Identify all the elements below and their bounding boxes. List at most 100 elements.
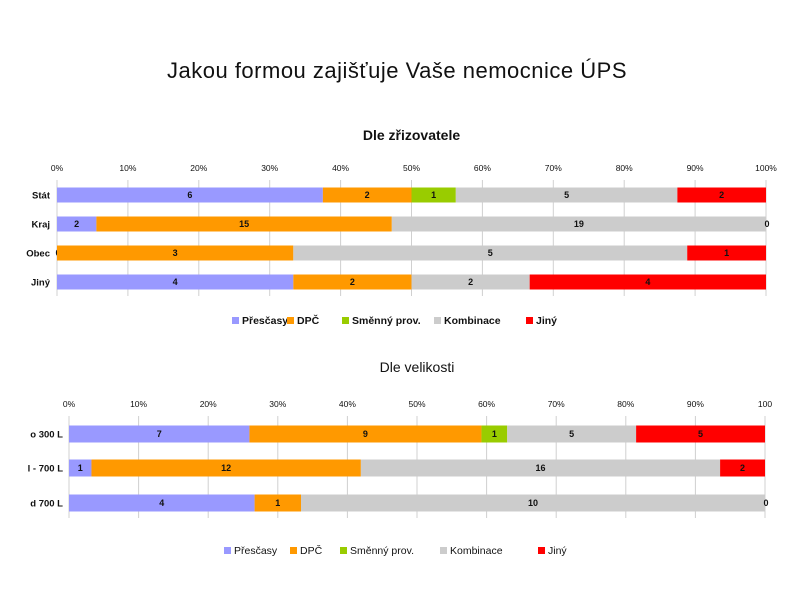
x-tick-label: 80% <box>616 163 633 173</box>
stacked-bar-chart-1: Dle zřizovatele 0% 10% 20% 30% 40% 50% 60% 70% 80… <box>26 127 777 327</box>
x-tick-label: 90% <box>687 163 704 173</box>
chart-title: Dle velikosti <box>380 359 455 375</box>
x-tick-label: 50% <box>403 163 420 173</box>
bar-segment <box>57 274 294 290</box>
legend-item: Směnný prov. <box>340 545 414 557</box>
category-label: d 700 L <box>30 499 63 510</box>
category-label: o 300 L <box>30 430 63 441</box>
x-tick-label: 0% <box>63 399 76 409</box>
bar-segment <box>360 459 721 477</box>
data-label: 0 <box>764 219 769 229</box>
bar-segment <box>57 187 323 203</box>
bar-segment <box>249 425 482 443</box>
legend-label: Kombinace <box>444 315 501 327</box>
legend-label: DPČ <box>300 544 323 557</box>
legend-item: Přesčasy <box>232 315 288 327</box>
legend-swatch <box>434 317 441 324</box>
bar-segment <box>57 216 97 232</box>
legend-swatch <box>290 547 297 554</box>
bar-segment <box>57 245 294 261</box>
x-tick-label: 60% <box>474 163 491 173</box>
data-label: 4 <box>645 277 650 287</box>
legend-label: DPČ <box>297 314 320 327</box>
legend-item: Přesčasy <box>224 545 278 557</box>
bar-segment <box>481 425 508 443</box>
data-label: 9 <box>363 429 368 439</box>
x-tick-label: 70% <box>545 163 562 173</box>
x-tick-label: 20% <box>190 163 207 173</box>
category-label: Obec <box>26 249 50 260</box>
data-label: 5 <box>488 248 493 258</box>
legend-label: Směnný prov. <box>352 315 421 327</box>
legend-label: Přesčasy <box>234 545 278 557</box>
legend-label: Směnný prov. <box>350 545 414 557</box>
data-label: 1 <box>492 429 497 439</box>
data-label: 12 <box>221 463 231 473</box>
legend-label: Kombinace <box>450 545 503 557</box>
data-label: 19 <box>574 219 584 229</box>
bar-segment <box>96 216 392 232</box>
x-tick-label: 30% <box>269 399 286 409</box>
legend-item: DPČ <box>287 314 320 327</box>
data-label: 16 <box>535 463 545 473</box>
category-label: l - 700 L <box>28 464 64 475</box>
legend-item: Kombinace <box>440 545 503 557</box>
data-label: 6 <box>187 190 192 200</box>
legend-swatch <box>342 317 349 324</box>
x-tick-label: 80% <box>617 399 634 409</box>
bar-segment <box>293 245 688 261</box>
legend-item: Směnný prov. <box>342 315 421 327</box>
data-label: 3 <box>173 248 178 258</box>
data-label: 2 <box>365 190 370 200</box>
x-tick-label: 50% <box>408 399 425 409</box>
bar-segment <box>254 494 301 512</box>
bar-segment <box>69 494 255 512</box>
category-label: Stát <box>32 191 51 202</box>
data-label: 2 <box>740 463 745 473</box>
legend-swatch <box>287 317 294 324</box>
legend-label: Přesčasy <box>242 315 288 327</box>
x-tick-label: 0% <box>51 163 64 173</box>
legend-item: Jiný <box>538 545 567 557</box>
legend-swatch <box>526 317 533 324</box>
data-label: 4 <box>159 498 164 508</box>
bar-segment <box>69 459 92 477</box>
x-tick-label: 70% <box>548 399 565 409</box>
legend-swatch <box>440 547 447 554</box>
data-label: 1 <box>431 190 436 200</box>
bar-segment <box>293 274 412 290</box>
bar-segment <box>391 216 766 232</box>
bar-segment <box>677 187 766 203</box>
legend-swatch <box>232 317 239 324</box>
legend-label: Jiný <box>548 545 567 557</box>
data-label: 2 <box>74 219 79 229</box>
data-label: 10 <box>528 498 538 508</box>
legend-item: DPČ <box>290 544 323 557</box>
data-label: 5 <box>564 190 569 200</box>
legend-swatch <box>224 547 231 554</box>
bar-segment <box>69 425 250 443</box>
legend-item: Jiný <box>526 315 557 327</box>
slide-title: Jakou formou zajišťuje Vaše nemocnice ÚP… <box>167 58 627 83</box>
x-tick-label: 60% <box>478 399 495 409</box>
x-tick-label: 40% <box>339 399 356 409</box>
legend-label: Jiný <box>536 315 557 327</box>
data-label: 2 <box>468 277 473 287</box>
data-label: 1 <box>724 248 729 258</box>
data-label: 2 <box>719 190 724 200</box>
data-label: 5 <box>569 429 574 439</box>
bar-segment <box>411 274 530 290</box>
bar-segment <box>301 494 765 512</box>
category-label: Kraj <box>32 220 50 231</box>
category-label: Jiný <box>31 278 51 289</box>
data-label: 15 <box>239 219 249 229</box>
x-tick-label: 100 <box>758 399 772 409</box>
bar-segment <box>507 425 637 443</box>
bar-segment <box>529 274 766 290</box>
data-label: 1 <box>78 463 83 473</box>
x-tick-label: 90% <box>687 399 704 409</box>
bar-segment <box>720 459 765 477</box>
bar-segment <box>455 187 678 203</box>
data-label: 2 <box>350 277 355 287</box>
